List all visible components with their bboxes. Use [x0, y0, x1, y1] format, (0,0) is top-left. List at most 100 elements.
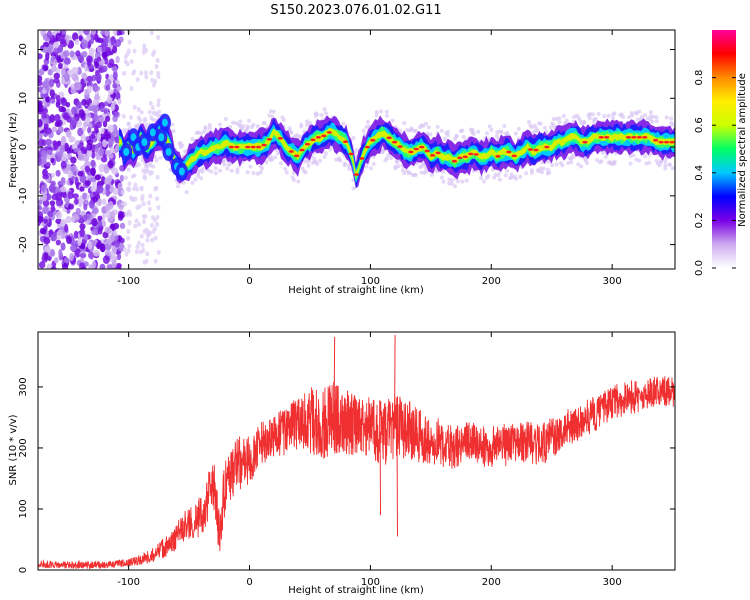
heatmap-halo-cell [663, 159, 668, 164]
heatmap-halo-cell [596, 112, 601, 117]
heatmap-noise-cell [67, 170, 73, 179]
heatmap-noise-cell [128, 114, 133, 120]
heatmap-noise-cell [60, 135, 67, 145]
heatmap-halo-cell [612, 111, 617, 116]
heatmap-noise-cell [143, 70, 148, 76]
heatmap-halo-cell [193, 177, 198, 182]
heatmap-noise-cell [112, 83, 118, 89]
heatmap-peak-cell [430, 154, 436, 157]
heatmap-halo-cell [535, 129, 540, 134]
heatmap-halo-cell [245, 126, 250, 131]
heatmap-noise-cell [71, 66, 79, 74]
heatmap-noise-cell [74, 198, 79, 205]
heatmap-peak-cell [435, 151, 441, 155]
heatmap-peak-cell [261, 143, 267, 147]
heatmap-noise-cell [41, 184, 46, 193]
heatmap-noise-cell [80, 78, 85, 85]
heatmap-halo-cell [505, 168, 510, 173]
heatmap-halo-cell [281, 117, 286, 122]
heatmap-noise-cell [65, 101, 71, 108]
heatmap-noise-cell [45, 127, 52, 135]
heatmap-noise-cell [129, 86, 134, 92]
heatmap-peak-cell [663, 140, 670, 144]
heatmap-noise-cell [90, 167, 96, 176]
heatmap-halo-cell [585, 160, 590, 165]
heatmap-halo-cell [486, 173, 491, 178]
heatmap-noise-cell [54, 113, 61, 123]
heatmap-halo-cell [289, 130, 294, 135]
heatmap-halo-cell [663, 166, 668, 171]
heatmap-halo-cell [627, 115, 632, 120]
heatmap-noise-cell [94, 174, 102, 181]
heatmap-noise-cell [121, 201, 126, 207]
heatmap-ridge-band [119, 118, 675, 189]
heatmap-halo-cell [518, 174, 523, 179]
heatmap-noise-cell [79, 262, 86, 269]
heatmap-halo-cell [379, 109, 384, 114]
spectrogram-x-tick-label: 300 [603, 276, 622, 287]
heatmap-halo-cell [654, 119, 659, 124]
heatmap-noise-cell [78, 109, 85, 118]
heatmap-noise-cell [142, 259, 147, 265]
heatmap-halo-cell [643, 113, 648, 118]
heatmap-noise-cell [82, 214, 88, 222]
heatmap-halo-cell [445, 133, 450, 138]
heatmap-halo-cell [450, 181, 455, 186]
heatmap-halo-cell [541, 166, 546, 171]
heatmap-halo-cell [603, 154, 608, 159]
heatmap-halo-cell [258, 170, 263, 175]
heatmap-halo-cell [582, 119, 587, 124]
heatmap-noise-cell [129, 58, 134, 64]
heatmap-halo-cell [595, 158, 600, 163]
heatmap-noise-cell [133, 182, 138, 188]
heatmap-peak-cell [631, 136, 637, 139]
heatmap-halo-cell [396, 164, 401, 169]
colorbar-ticks: 0.0 0.2 0.4 0.6 0.8 [694, 70, 736, 276]
heatmap-halo-cell [464, 178, 469, 183]
heatmap-noise-cell [57, 62, 63, 70]
heatmap-halo-cell [557, 120, 562, 125]
heatmap-noise-cell [112, 230, 118, 237]
heatmap-noise-cell [107, 264, 113, 269]
heatmap-halo-cell [450, 177, 455, 182]
heatmap-noise-cell [69, 50, 75, 58]
heatmap-peak-cell [653, 138, 659, 142]
heatmap-noise-cell [83, 30, 90, 36]
heatmap-noise-cell [38, 215, 44, 223]
colorbar-tick-label: 0.2 [694, 212, 705, 228]
heatmap-noise-cell [93, 85, 101, 92]
heatmap-peak-cell [419, 145, 425, 149]
heatmap-halo-cell [476, 129, 481, 134]
heatmap-noise-cell [49, 89, 55, 98]
heatmap-noise-cell [93, 249, 100, 257]
heatmap-noise-cell [95, 121, 102, 129]
heatmap-halo-cell [351, 136, 356, 141]
snr-y-tick-label: 0 [18, 567, 29, 573]
heatmap-noise-cell [79, 223, 86, 230]
heatmap-halo-cell [158, 155, 163, 160]
heatmap-noise-cell [72, 193, 79, 199]
heatmap-halo-cell [245, 170, 250, 175]
heatmap-peak-cell [310, 138, 316, 142]
heatmap-noise-cell [38, 80, 43, 87]
heatmap-noise-cell [59, 186, 67, 193]
heatmap-noise-cell [53, 78, 60, 84]
heatmap-noise-cell [147, 109, 152, 115]
heatmap-noise-cell [53, 141, 59, 151]
heatmap-halo-cell [560, 163, 565, 168]
heatmap-noise-cell [124, 251, 129, 257]
heatmap-halo-cell [551, 117, 556, 122]
heatmap-halo-cell [669, 116, 674, 121]
heatmap-halo-cell [209, 169, 214, 174]
heatmap-noise-cell [63, 57, 71, 65]
heatmap-halo-cell [424, 121, 429, 126]
heatmap-noise-cell [107, 89, 114, 95]
heatmap-noise-cell [61, 263, 69, 269]
heatmap-noise-cell [44, 245, 51, 253]
heatmap-halo-cell [262, 121, 267, 126]
heatmap-peak-cell [288, 150, 294, 153]
heatmap-noise-cell [127, 187, 132, 193]
heatmap-halo-cell [364, 164, 369, 169]
heatmap-halo-cell [621, 115, 626, 120]
heatmap-noise-cell [70, 136, 76, 143]
